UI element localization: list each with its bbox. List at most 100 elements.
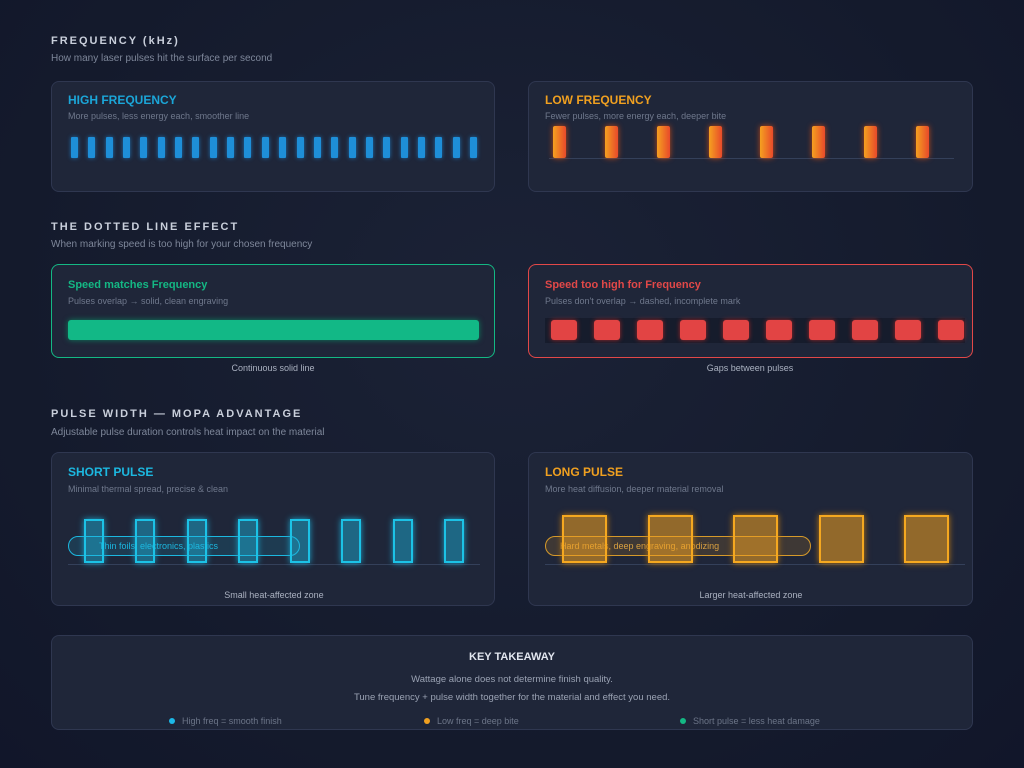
legend-high-freq: High freq = smooth finish [169, 716, 282, 726]
baseline [68, 564, 480, 565]
high-frequency-card: HIGH FREQUENCY More pulses, less energy … [51, 81, 495, 192]
pulse-mark [916, 126, 929, 158]
pulse-mark [88, 137, 96, 158]
short-pulse-caption: Small heat-affected zone [224, 590, 324, 600]
pulse-mark [348, 137, 356, 158]
speed-matches-card: Speed matches Frequency Pulses overlap →… [51, 264, 495, 358]
pulse-mark [157, 137, 165, 158]
pulse-mark [392, 519, 413, 563]
short-pulse-desc: Minimal thermal spread, precise & clean [68, 484, 229, 494]
pulse-mark [341, 519, 362, 563]
dot-icon [424, 718, 430, 724]
pulse-mark [680, 320, 706, 340]
pulse-mark [279, 137, 287, 158]
takeaway-line-1: Wattage alone does not determine finish … [411, 674, 613, 685]
dot-icon [169, 718, 175, 724]
high-frequency-title: HIGH FREQUENCY [68, 93, 177, 107]
pulse-mark [186, 519, 207, 563]
pulse-mark [289, 519, 310, 563]
dotted-section-title: THE DOTTED LINE EFFECT [51, 221, 240, 233]
legend-label: Low freq = deep bite [437, 716, 519, 726]
pulse-mark [766, 320, 792, 340]
short-pulse-card: SHORT PULSE Minimal thermal spread, prec… [51, 452, 495, 606]
pulse-mark [123, 137, 131, 158]
pulse-mark [313, 137, 321, 158]
pulse-mark [656, 126, 670, 158]
pulse-mark [594, 320, 620, 340]
short-pulse-use-tag: Thin foils, electronics, plastics [68, 536, 300, 556]
pulse-mark [417, 137, 425, 158]
pulse-mark [175, 137, 183, 158]
speed-too-high-title: Speed too high for Frequency [545, 279, 701, 291]
pulse-mark [140, 137, 148, 158]
pulse-mark [760, 126, 774, 158]
legend-low-freq: Low freq = deep bite [424, 716, 519, 726]
long-pulse-title: LONG PULSE [545, 465, 624, 479]
takeaway-title: KEY TAKEAWAY [469, 651, 555, 663]
pulse-mark [904, 515, 949, 563]
pulse-mark [192, 137, 200, 158]
low-frequency-title: LOW FREQUENCY [545, 93, 652, 107]
baseline [545, 564, 965, 565]
takeaway-line-2: Tune frequency + pulse width together fo… [353, 692, 671, 703]
pulse-mark [818, 515, 864, 563]
legend-label: High freq = smooth finish [182, 716, 282, 726]
pulse-mark [895, 320, 921, 340]
speed-too-high-card: Speed too high for Frequency Pulses don'… [528, 264, 973, 358]
short-pulse-title: SHORT PULSE [68, 465, 154, 479]
pulse-mark [444, 519, 464, 563]
pulse-mark [435, 137, 443, 158]
pulse-mark [852, 320, 878, 340]
key-takeaway-card: KEY TAKEAWAY Wattage alone does not dete… [51, 635, 973, 730]
low-frequency-card: LOW FREQUENCY Fewer pulses, more energy … [528, 81, 973, 192]
solid-line-bar [68, 320, 479, 340]
dotted-section-subtitle: When marking speed is too high for your … [51, 239, 313, 250]
pulse-mark [400, 137, 408, 158]
pulse-mark [261, 137, 269, 158]
long-pulse-caption: Larger heat-affected zone [699, 590, 803, 600]
speed-matches-desc: Pulses overlap → solid, clean engraving [68, 296, 229, 306]
pulse-width-section-title: PULSE WIDTH — MOPA ADVANTAGE [51, 408, 303, 420]
solid-line-caption: Continuous solid line [231, 363, 315, 373]
pulse-mark [452, 137, 460, 158]
baseline [549, 158, 954, 159]
gaps-caption: Gaps between pulses [706, 363, 794, 373]
long-pulse-desc: More heat diffusion, deeper material rem… [545, 484, 724, 494]
pulse-mark [733, 515, 778, 563]
pulse-mark [383, 137, 391, 158]
legend-short-pulse: Short pulse = less heat damage [680, 716, 820, 726]
pulse-mark [864, 126, 878, 158]
frequency-section-title: FREQUENCY (kHz) [51, 35, 180, 47]
pulse-mark [938, 320, 964, 340]
pulse-mark [809, 320, 835, 340]
speed-too-high-desc: Pulses don't overlap → dashed, incomplet… [545, 296, 741, 306]
pulse-mark [296, 137, 304, 158]
pulse-mark [470, 137, 477, 158]
pulse-width-section-subtitle: Adjustable pulse duration controls heat … [51, 427, 325, 438]
pulse-mark [209, 137, 217, 158]
pulse-mark [135, 519, 156, 563]
pulse-mark [708, 126, 722, 158]
legend-label: Short pulse = less heat damage [693, 716, 820, 726]
dot-icon [680, 718, 686, 724]
pulse-mark [637, 320, 663, 340]
long-pulse-card: LONG PULSE More heat diffusion, deeper m… [528, 452, 973, 606]
pulse-mark [71, 137, 78, 158]
pulse-mark [227, 137, 235, 158]
pulse-mark [244, 137, 252, 158]
speed-matches-title: Speed matches Frequency [68, 279, 208, 291]
pulse-mark [562, 515, 607, 563]
pulse-mark [105, 137, 113, 158]
pulse-mark [723, 320, 749, 340]
pulse-mark [551, 320, 577, 340]
pulse-mark [812, 126, 826, 158]
pulse-mark [553, 126, 566, 158]
pulse-mark [604, 126, 618, 158]
pulse-mark [331, 137, 339, 158]
frequency-section-subtitle: How many laser pulses hit the surface pe… [51, 53, 273, 64]
high-frequency-desc: More pulses, less energy each, smoother … [68, 111, 250, 121]
low-frequency-desc: Fewer pulses, more energy each, deeper b… [545, 111, 727, 121]
pulse-mark [365, 137, 373, 158]
pulse-mark [647, 515, 693, 563]
pulse-mark [238, 519, 259, 563]
